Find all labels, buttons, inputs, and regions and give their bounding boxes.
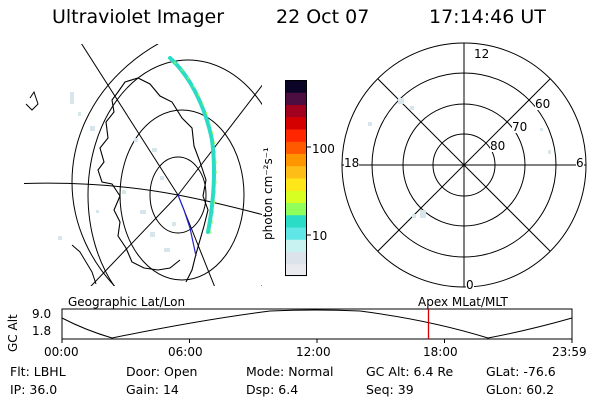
- color-swatch: [285, 129, 307, 142]
- coastline: [25, 90, 39, 111]
- status-mode: Mode: Normal: [246, 364, 334, 379]
- color-scale-ticks: [307, 146, 311, 236]
- orbit-track: [177, 194, 197, 257]
- dial-label-18: 18: [344, 156, 360, 170]
- altitude-xtick-0: 00:00: [44, 345, 79, 359]
- colorbar-tick-100: 100: [312, 142, 335, 156]
- altitude-curve: [61, 309, 573, 339]
- altitude-xtick-2: 12:00: [296, 345, 331, 359]
- altitude-ytick-max: 9.0: [32, 307, 52, 321]
- status-gain: Gain: 14: [126, 382, 179, 397]
- color-swatch: [285, 214, 307, 228]
- altitude-xtick-4: 23:59: [552, 345, 587, 359]
- auroral-oval: [168, 56, 217, 234]
- lat-circle-inner: [149, 156, 207, 234]
- color-swatch: [285, 80, 307, 93]
- meridian: [90, 194, 179, 286]
- status-flt: Flt: LBHL: [10, 364, 66, 379]
- uv-speckle: [58, 92, 176, 252]
- color-swatch: [285, 190, 307, 203]
- altitude-ytick-min: 1.8: [32, 324, 52, 338]
- status-glat: GLat: -76.6: [486, 364, 556, 379]
- dial-label-12: 12: [474, 47, 490, 61]
- altitude-xtick-3: 18:00: [423, 345, 458, 359]
- color-swatch: [285, 239, 307, 252]
- color-swatch: [285, 153, 307, 167]
- color-swatch: [285, 178, 307, 191]
- meridian: [81, 44, 179, 196]
- apex-label: Apex MLat/MLT: [418, 295, 508, 309]
- dial-label-60: 60: [535, 97, 551, 111]
- colorbar-tick-10: 10: [312, 229, 328, 243]
- altitude-frame: [61, 308, 573, 340]
- dial-speckle: [368, 98, 551, 218]
- color-swatch: [285, 202, 307, 216]
- status-door: Door: Open: [126, 364, 198, 379]
- horizon-ellipse: [71, 44, 159, 286]
- status-seq: Seq: 39: [366, 382, 414, 397]
- status-ip: IP: 36.0: [10, 382, 58, 397]
- dial-line-diag: [377, 78, 551, 252]
- dial-label-80: 80: [490, 139, 506, 153]
- coastline: [71, 244, 97, 285]
- status-glon: GLon: 60.2: [486, 382, 555, 397]
- time-label: 17:14:46 UT: [429, 6, 546, 28]
- color-swatch: [285, 263, 307, 277]
- meridian: [177, 194, 215, 286]
- status-gc-alt: GC Alt: 6.4 Re: [366, 364, 454, 379]
- dial-label-0: 0: [466, 278, 474, 292]
- color-swatch: [285, 251, 307, 265]
- color-swatch: [285, 92, 307, 105]
- date-label: 22 Oct 07: [276, 6, 370, 28]
- meridian: [24, 182, 262, 216]
- color-swatch: [285, 227, 307, 240]
- lat-circle-outer: [87, 59, 262, 286]
- lat-circle-mid: [119, 109, 245, 281]
- color-swatch: [285, 141, 307, 154]
- status-dsp: Dsp: 6.4: [246, 382, 299, 397]
- meridian: [177, 84, 262, 196]
- color-scale-bar: [285, 80, 307, 277]
- dial-label-70: 70: [512, 120, 528, 134]
- geo-panel-label: Geographic Lat/Lon: [68, 295, 186, 309]
- instrument-title: Ultraviolet Imager: [52, 6, 225, 28]
- color-bar-frame: [285, 80, 307, 276]
- color-swatch: [285, 165, 307, 179]
- dial-label-6: 6: [576, 156, 584, 170]
- color-swatch: [285, 116, 307, 130]
- coastline: [97, 77, 209, 283]
- color-swatch: [285, 104, 307, 118]
- altitude-xtick-1: 06:00: [168, 345, 203, 359]
